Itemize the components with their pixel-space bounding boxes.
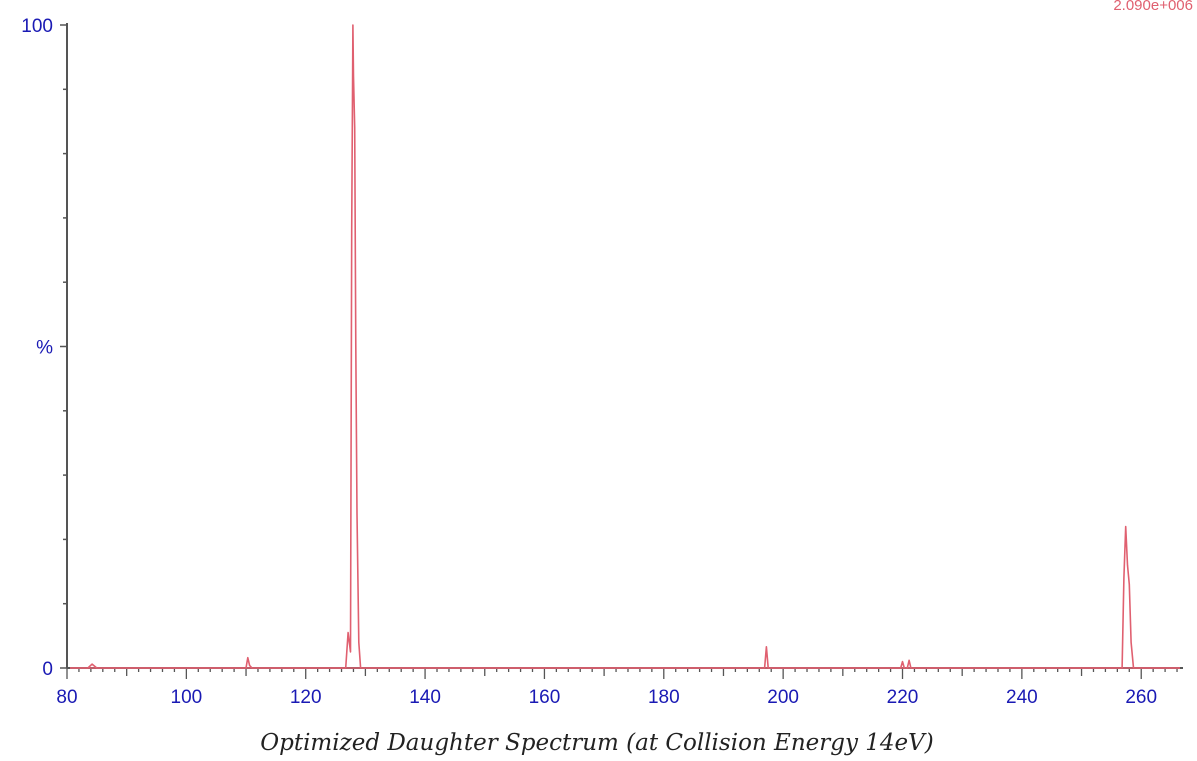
axes-layer: 100% 080 100 120 140 160 180 200 220 240 260 (21, 16, 1183, 708)
spectrum-trace (70, 24, 1180, 669)
x-tick-label: 120 (290, 687, 322, 708)
chart-caption: Optimized Daughter Spectrum (at Collisio… (260, 730, 934, 756)
x-tick-label: 220 (887, 687, 919, 708)
y-tick-label: 0 (42, 659, 53, 680)
y-tick-label: 100 (21, 16, 53, 37)
intensity-scale-label: 2.090e+006 (1113, 0, 1193, 14)
x-tick-label: 100 (171, 687, 203, 708)
y-tick-label: % (36, 338, 53, 359)
x-tick-label: 200 (767, 687, 799, 708)
x-tick-label: 180 (648, 687, 680, 708)
x-tick-label: 140 (409, 687, 441, 708)
series-layer (69, 24, 1181, 669)
x-tick-label: 160 (529, 687, 561, 708)
x-tick-label: 240 (1006, 687, 1038, 708)
x-tick-label: 260 (1125, 687, 1157, 708)
x-tick-label: 80 (56, 687, 77, 708)
